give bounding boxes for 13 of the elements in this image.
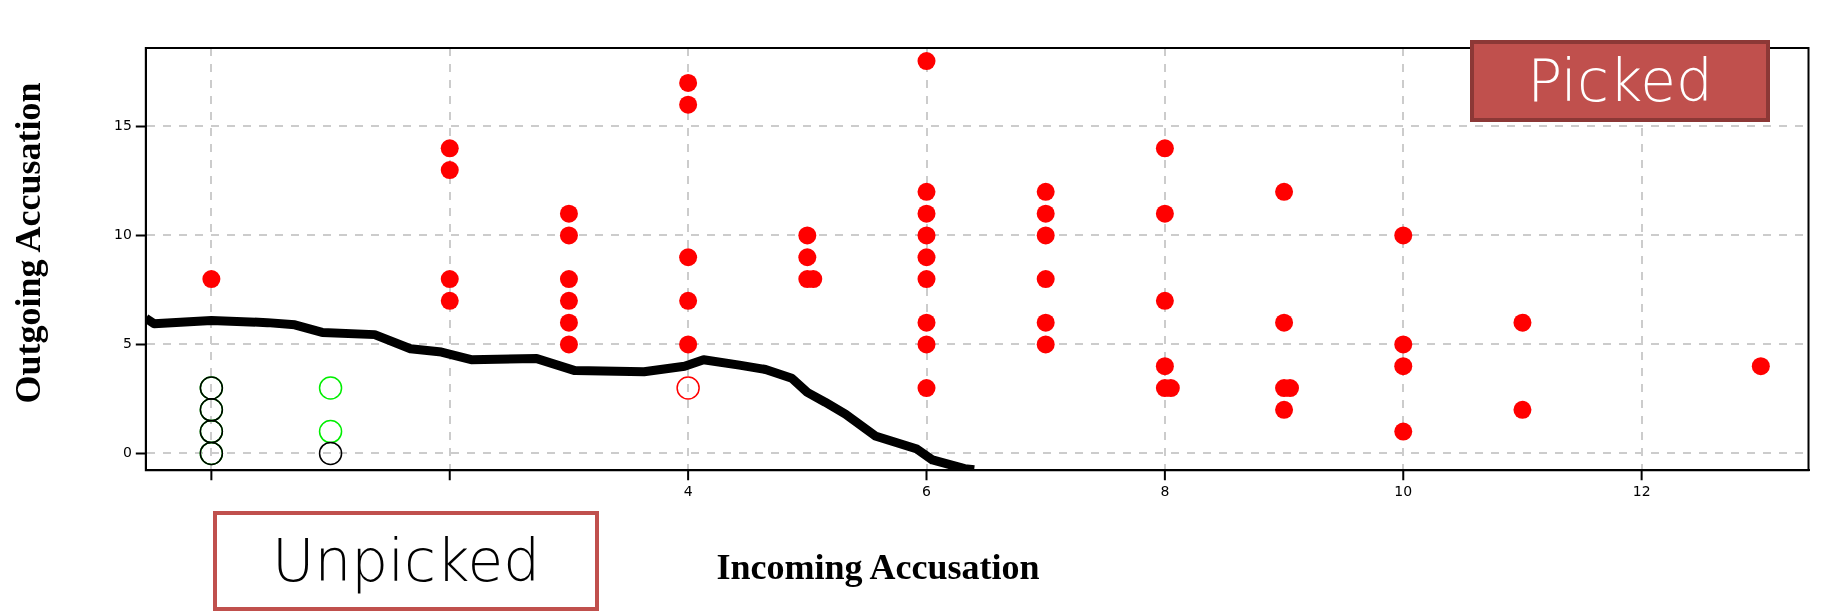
x-tick-label: 8 xyxy=(1160,483,1170,500)
x-tick-label: 10 xyxy=(1394,483,1413,500)
y-tick-label: 0 xyxy=(122,444,132,461)
x-tick-label: 6 xyxy=(922,483,932,500)
x-tick-label: 12 xyxy=(1632,483,1651,500)
x-tick-label: 4 xyxy=(683,483,693,500)
x-axis-title: Incoming Accusation xyxy=(715,546,1041,588)
y-tick-label: 10 xyxy=(113,226,132,243)
y-tick-label: 15 xyxy=(113,117,132,134)
text: Unpicked xyxy=(213,511,599,611)
annotation: Picked xyxy=(1470,40,1770,122)
y-tick-label: 5 xyxy=(122,335,132,352)
y-axis-title: Outgoing Accusation xyxy=(7,82,49,404)
